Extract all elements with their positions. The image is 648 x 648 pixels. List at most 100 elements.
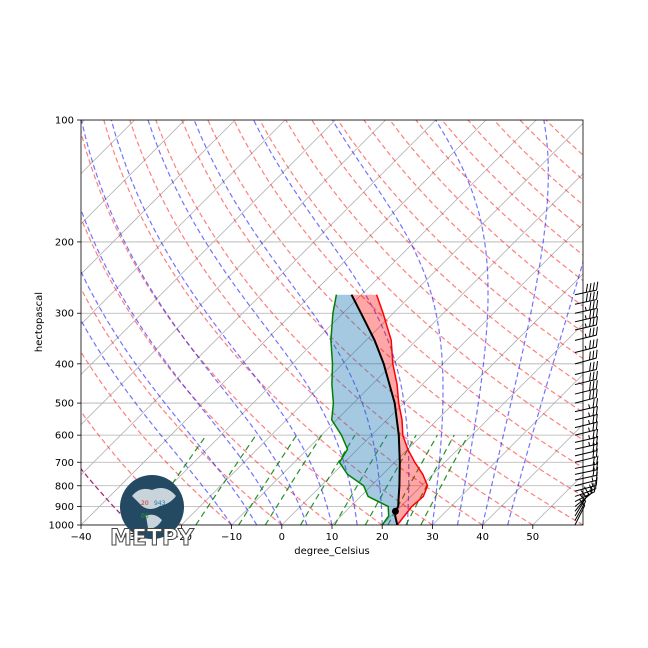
- wind-barb-staff: [574, 378, 597, 386]
- moist-adiabat: [81, 270, 258, 525]
- y-ticks: 100 200 300 400 500 600 700 800 900 1000: [49, 116, 81, 532]
- mixing-ratio-line: [195, 434, 257, 525]
- moist-adiabat: [253, 120, 410, 525]
- wind-barb-flag: [595, 448, 598, 457]
- logo-globe-number: 20: [141, 500, 149, 507]
- wind-barb-flag: [596, 281, 599, 291]
- wind-barb-flag: [592, 361, 595, 371]
- wind-barb-flag: [595, 326, 598, 336]
- wind-barb-half-flag: [584, 333, 587, 338]
- wind-barb-flag: [589, 283, 592, 292]
- mixing-ratio-line: [420, 434, 469, 525]
- wind-barb-flag: [595, 421, 598, 430]
- wind-barb-flag: [592, 327, 595, 337]
- isotherm-gridline: [432, 373, 583, 525]
- wind-barb-flag: [589, 372, 592, 382]
- x-axis-label: degree_Celsius: [294, 546, 370, 557]
- wind-barb-staff: [574, 450, 597, 457]
- x-tick-label: 40: [476, 532, 489, 543]
- x-tick-label: 30: [426, 532, 439, 543]
- wind-barb-flag: [592, 462, 595, 471]
- wind-barb-flag: [589, 292, 592, 302]
- wind-barb-flag: [592, 282, 595, 291]
- wind-barb: [574, 406, 598, 421]
- isotherm-gridline: [381, 323, 583, 525]
- wind-barb: [574, 338, 598, 353]
- dry-adiabat: [103, 120, 433, 525]
- y-tick-label: 600: [55, 431, 74, 442]
- wind-barb-half-flag: [584, 306, 587, 311]
- isotherm-gridline: [81, 120, 386, 426]
- moist-adiabat: [81, 120, 308, 525]
- wind-barb-flag: [592, 389, 595, 399]
- x-ticks: −40 −30 −20 −10 0 10 20 30 40 50: [70, 525, 539, 543]
- wind-barb-staff: [574, 397, 597, 404]
- wind-barb-half-flag: [584, 345, 587, 350]
- wind-barb-staff: [574, 492, 593, 507]
- wind-barb: [574, 413, 598, 429]
- wind-barb-flag: [592, 350, 595, 360]
- dry-adiabat: [81, 350, 233, 525]
- wind-barb: [574, 326, 598, 341]
- wind-barb-flag: [592, 422, 595, 431]
- isotherm-gridline: [81, 120, 236, 275]
- wind-barbs: [574, 281, 599, 526]
- cin-area: [330, 294, 400, 525]
- wind-barb-flag: [589, 381, 592, 391]
- dewpoint-line: [330, 294, 390, 525]
- wind-barb-half-flag: [584, 315, 587, 320]
- wind-barb-flag: [592, 429, 595, 439]
- wind-barb-flag: [595, 360, 599, 370]
- moist-adiabat: [482, 120, 549, 525]
- wind-barb-flag: [588, 351, 591, 361]
- wind-barb-flag: [593, 483, 596, 492]
- wind-barb-flag: [595, 380, 598, 389]
- wind-barb-half-flag: [588, 412, 591, 417]
- wind-barb-flag: [592, 406, 595, 416]
- isotherm-gridline: [281, 223, 583, 525]
- wind-barb-flag: [592, 300, 595, 310]
- wind-barb: [574, 428, 599, 443]
- wind-barb-half-flag: [589, 489, 592, 494]
- isotherm-gridline: [181, 122, 583, 525]
- wind-barb-flag: [589, 301, 592, 311]
- isotherm-gridline: [81, 120, 437, 476]
- x-tick-label: −20: [171, 532, 192, 543]
- wind-barb-flag: [592, 414, 595, 424]
- wind-barb-flag: [589, 484, 593, 493]
- wind-barb-staff: [574, 388, 597, 395]
- lcl-marker: [391, 507, 399, 515]
- wind-barb-half-flag: [584, 323, 587, 328]
- wind-barb-flag: [589, 340, 592, 349]
- moist-adiabat: [81, 319, 233, 525]
- y-tick-label: 1000: [49, 521, 74, 532]
- wind-barb-staff: [574, 357, 597, 365]
- logo-globe-number: 943: [154, 500, 166, 507]
- wind-barb-staff: [574, 429, 597, 436]
- wind-barb: [574, 389, 598, 404]
- wind-barb-flag: [595, 398, 599, 407]
- wind-barb-half-flag: [588, 420, 591, 425]
- wind-barb-flag: [592, 398, 595, 408]
- wind-barb: [574, 370, 598, 386]
- dry-adiabat: [389, 120, 583, 307]
- x-tick-label: −40: [70, 532, 91, 543]
- wind-barb-staff: [574, 463, 597, 469]
- wind-barb-half-flag: [588, 427, 591, 432]
- wind-barb-flag: [585, 293, 588, 302]
- wind-barb-flag: [595, 413, 598, 423]
- temperature-line: [375, 294, 429, 525]
- wind-barb: [574, 448, 598, 463]
- wind-barb-staff: [574, 299, 597, 305]
- wind-barb-half-flag: [588, 434, 591, 440]
- wind-barb-flag: [585, 283, 589, 293]
- wind-barb-half-flag: [591, 477, 594, 482]
- wind-barb-staff: [574, 369, 597, 375]
- wind-barb-flag: [595, 316, 598, 326]
- moist-adiabat: [147, 120, 358, 525]
- wind-barb-staff: [574, 456, 597, 463]
- wind-barb-flag: [592, 317, 595, 326]
- wind-barb-flag: [592, 371, 595, 381]
- wind-barb-flag: [589, 390, 591, 400]
